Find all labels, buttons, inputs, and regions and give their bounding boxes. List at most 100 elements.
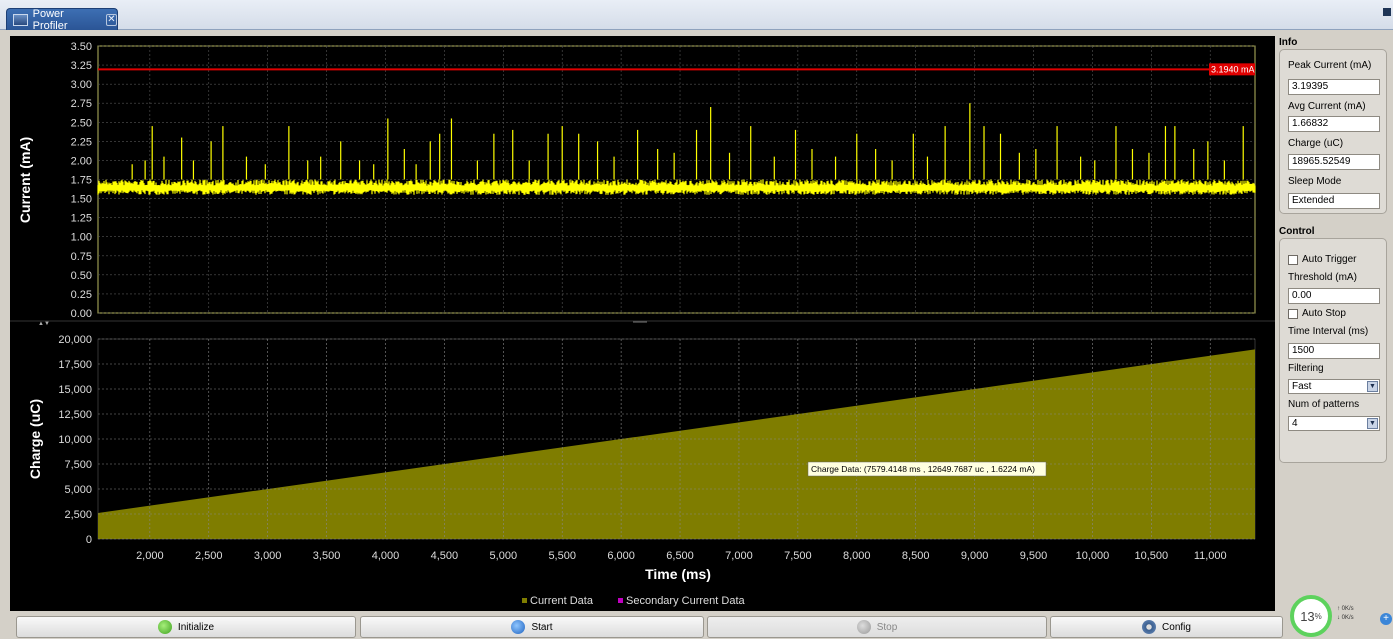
filtering-value: Fast <box>1292 381 1312 392</box>
current-y-tick: 1.75 <box>71 175 92 187</box>
current-y-tick: 0.25 <box>71 289 92 301</box>
current-y-tick: 0.75 <box>71 251 92 263</box>
charge-x-tick: 7,000 <box>725 550 753 562</box>
current-y-tick: 2.00 <box>71 155 92 167</box>
time-interval-field[interactable]: 1500 <box>1288 343 1380 359</box>
peak-current-field[interactable]: 3.19395 <box>1288 79 1380 95</box>
current-y-tick: 1.00 <box>71 232 92 244</box>
filtering-select[interactable]: Fast ▼ <box>1288 379 1380 394</box>
maximize-icon[interactable] <box>1383 8 1391 16</box>
charge-y-ticks: 20,000 17,500 15,000 12,500 10,000 7,500 5,000… <box>58 334 92 546</box>
legend-current: Current Data <box>530 595 594 607</box>
sleep-mode-field[interactable]: Extended <box>1288 193 1380 209</box>
download-arrow-icon: ↓ <box>1337 615 1340 621</box>
avg-current-field[interactable]: 1.66832 <box>1288 116 1380 132</box>
initialize-label: Initialize <box>177 621 215 633</box>
charge-grid <box>98 338 1255 540</box>
threshold-field[interactable]: 0.00 <box>1288 288 1380 304</box>
patterns-value: 4 <box>1292 418 1298 429</box>
download-speed: 0K/s <box>1341 615 1354 621</box>
tab-title: Power Profiler <box>32 7 68 32</box>
upload-speed: 0K/s <box>1341 606 1354 612</box>
current-trace <box>97 103 1256 195</box>
config-label: Config <box>1162 621 1191 633</box>
charge-label: Charge (uC) <box>1288 138 1344 149</box>
charge-x-tick: 11,000 <box>1194 550 1227 562</box>
start-button[interactable]: Start <box>360 616 704 638</box>
charge-y-tick: 0 <box>86 534 92 546</box>
close-icon[interactable]: ✕ <box>105 13 118 26</box>
charge-y-label: Charge (uC) <box>27 399 43 479</box>
threshold-label: Threshold (mA) <box>1288 272 1357 283</box>
peak-current-label: Peak Current (mA) <box>1288 60 1372 71</box>
charge-y-tick: 7,500 <box>64 459 92 471</box>
time-interval-label: Time Interval (ms) <box>1288 326 1369 337</box>
stop-label: Stop <box>876 621 898 633</box>
charge-x-tick: 3,000 <box>254 550 282 562</box>
charge-x-tick: 7,500 <box>784 550 812 562</box>
control-title: Control <box>1279 226 1315 237</box>
stop-button[interactable]: Stop <box>707 616 1047 638</box>
charge-x-tick: 5,000 <box>490 550 518 562</box>
current-y-tick: 2.75 <box>71 98 92 110</box>
plot-panel: 3.50 3.25 3.00 2.75 2.50 2.25 2.00 1.75 1.50 1.25… <box>10 36 1275 611</box>
app-icon <box>13 13 28 26</box>
network-speed: ↑ 0K/s ↓ 0K/s <box>1337 605 1381 623</box>
checkbox-icon[interactable] <box>1288 308 1298 319</box>
splitter-arrows-icon[interactable]: ▲▼ <box>38 321 50 327</box>
control-group: Auto Trigger Threshold (mA) 0.00 Auto St… <box>1279 238 1387 463</box>
auto-trigger-checkbox[interactable]: Auto Trigger <box>1288 254 1356 265</box>
start-label: Start <box>531 621 553 633</box>
charge-y-tick: 17,500 <box>58 359 92 371</box>
charge-x-tick: 9,500 <box>1020 550 1048 562</box>
config-button[interactable]: Config <box>1050 616 1283 638</box>
tab-power-profiler[interactable]: Power Profiler ✕ <box>6 7 118 32</box>
gear-icon <box>1142 620 1157 634</box>
cpu-unit: % <box>1314 611 1322 621</box>
initialize-button[interactable]: Initialize <box>16 616 356 638</box>
charge-x-tick: 4,000 <box>372 550 400 562</box>
patterns-label: Num of patterns <box>1288 399 1360 410</box>
charge-x-tick: 5,500 <box>548 550 576 562</box>
charge-x-tick: 10,000 <box>1076 550 1110 562</box>
upload-arrow-icon: ↑ <box>1337 606 1340 612</box>
cpu-usage-ring[interactable]: 13% <box>1290 595 1332 637</box>
charge-field[interactable]: 18965.52549 <box>1288 154 1380 170</box>
legend-swatch-current <box>522 598 527 603</box>
sleep-mode-label: Sleep Mode <box>1288 176 1342 187</box>
avg-current-label: Avg Current (mA) <box>1288 101 1366 112</box>
system-tray-widget: 13% ↑ 0K/s ↓ 0K/s + <box>1285 593 1393 639</box>
power-icon <box>157 620 172 634</box>
charge-x-tick: 8,000 <box>843 550 871 562</box>
charge-x-tick: 2,500 <box>195 550 223 562</box>
auto-stop-checkbox[interactable]: Auto Stop <box>1288 308 1346 319</box>
current-y-tick: 3.25 <box>71 60 92 72</box>
current-y-tick: 3.00 <box>71 79 92 91</box>
charge-x-tick: 2,000 <box>136 550 164 562</box>
current-y-label: Current (mA) <box>17 137 33 223</box>
dropdown-arrow-icon[interactable]: ▼ <box>1367 381 1378 392</box>
legend-swatch-secondary <box>618 598 623 603</box>
info-group: Peak Current (mA) 3.19395 Avg Current (m… <box>1279 49 1387 214</box>
checkbox-icon[interactable] <box>1288 254 1298 265</box>
peak-line-label: 3.1940 mA <box>1211 64 1255 74</box>
tab-bar: Power Profiler ✕ <box>0 0 1393 32</box>
charge-x-tick: 10,500 <box>1134 550 1168 562</box>
dropdown-arrow-icon[interactable]: ▼ <box>1367 418 1378 429</box>
plots-svg: 3.50 3.25 3.00 2.75 2.50 2.25 2.00 1.75 1.50 1.25… <box>10 41 1275 607</box>
current-y-tick: 2.50 <box>71 117 92 129</box>
bottom-toolbar: Initialize Start Stop Config <box>0 614 1393 639</box>
charge-x-tick: 4,500 <box>431 550 459 562</box>
charge-x-tick: 8,500 <box>902 550 930 562</box>
patterns-select[interactable]: 4 ▼ <box>1288 416 1380 431</box>
tray-plus-icon[interactable]: + <box>1380 613 1392 625</box>
play-icon <box>511 620 526 634</box>
current-y-tick: 0.00 <box>71 308 92 320</box>
current-baseline <box>97 179 1256 195</box>
time-x-label: Time (ms) <box>645 566 711 582</box>
current-y-ticks: 3.50 3.25 3.00 2.75 2.50 2.25 2.00 1.75 1.50 1.25… <box>71 41 92 320</box>
charge-y-tick: 15,000 <box>58 384 92 396</box>
legend-secondary: Secondary Current Data <box>626 595 745 607</box>
charge-y-tick: 20,000 <box>58 334 92 346</box>
charge-x-tick: 9,000 <box>961 550 989 562</box>
